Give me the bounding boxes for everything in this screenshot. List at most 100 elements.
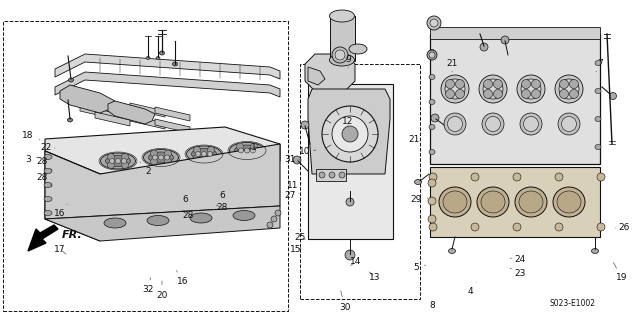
Text: S023-E1002: S023-E1002	[550, 300, 596, 308]
Text: 5: 5	[413, 263, 426, 272]
Circle shape	[237, 151, 243, 158]
Circle shape	[319, 172, 325, 178]
Text: 12: 12	[342, 117, 354, 127]
Ellipse shape	[44, 168, 52, 174]
Circle shape	[429, 52, 435, 58]
Ellipse shape	[106, 155, 131, 167]
Ellipse shape	[486, 116, 500, 131]
Circle shape	[493, 89, 502, 99]
Circle shape	[322, 106, 378, 162]
Polygon shape	[28, 225, 58, 251]
Text: 8: 8	[429, 301, 435, 310]
Ellipse shape	[44, 154, 52, 160]
Text: 11: 11	[287, 181, 302, 189]
Text: 22: 22	[40, 144, 55, 152]
Text: 29: 29	[410, 196, 428, 204]
Ellipse shape	[445, 79, 465, 99]
Ellipse shape	[481, 191, 505, 213]
Circle shape	[484, 79, 493, 89]
Polygon shape	[95, 98, 130, 112]
Text: 1: 1	[248, 144, 257, 153]
Circle shape	[150, 150, 157, 157]
Circle shape	[150, 158, 157, 165]
Circle shape	[522, 89, 531, 99]
Circle shape	[570, 89, 579, 99]
Ellipse shape	[164, 155, 170, 160]
Ellipse shape	[429, 49, 435, 55]
Polygon shape	[60, 85, 115, 113]
Circle shape	[164, 158, 172, 165]
Ellipse shape	[330, 10, 355, 22]
Circle shape	[555, 173, 563, 181]
Circle shape	[471, 223, 479, 231]
Circle shape	[345, 250, 355, 260]
Ellipse shape	[595, 145, 601, 150]
Ellipse shape	[479, 75, 507, 103]
Polygon shape	[95, 112, 130, 126]
Text: 16: 16	[54, 204, 67, 219]
Polygon shape	[45, 206, 280, 241]
Circle shape	[456, 89, 465, 99]
Circle shape	[480, 43, 488, 51]
Circle shape	[207, 154, 214, 161]
Ellipse shape	[521, 79, 541, 99]
Ellipse shape	[443, 191, 467, 213]
Circle shape	[559, 79, 568, 89]
Text: 13: 13	[369, 272, 381, 281]
Ellipse shape	[143, 150, 179, 166]
Ellipse shape	[429, 124, 435, 130]
Polygon shape	[130, 115, 165, 129]
Polygon shape	[45, 127, 280, 174]
Circle shape	[484, 89, 493, 99]
Circle shape	[250, 143, 257, 150]
Circle shape	[164, 150, 172, 157]
Circle shape	[122, 153, 129, 160]
Ellipse shape	[447, 116, 463, 131]
Ellipse shape	[239, 148, 243, 153]
Ellipse shape	[44, 182, 52, 188]
Ellipse shape	[439, 187, 471, 217]
Text: 26: 26	[615, 224, 630, 233]
Text: 21: 21	[446, 60, 458, 72]
Ellipse shape	[477, 187, 509, 217]
Ellipse shape	[524, 116, 538, 131]
Circle shape	[513, 173, 521, 181]
Ellipse shape	[561, 116, 577, 131]
Polygon shape	[130, 103, 165, 117]
Ellipse shape	[595, 61, 601, 65]
Bar	[316, 169, 346, 181]
Ellipse shape	[558, 113, 580, 135]
Circle shape	[293, 156, 301, 164]
Text: 24: 24	[510, 256, 525, 264]
Circle shape	[531, 79, 540, 89]
Text: 18: 18	[22, 130, 40, 140]
Ellipse shape	[429, 75, 435, 79]
Polygon shape	[155, 119, 190, 133]
Ellipse shape	[159, 51, 164, 55]
Ellipse shape	[444, 113, 466, 135]
Text: 25: 25	[294, 234, 306, 242]
Circle shape	[597, 173, 605, 181]
Polygon shape	[108, 101, 155, 124]
Polygon shape	[430, 167, 600, 237]
Circle shape	[339, 172, 345, 178]
Ellipse shape	[429, 150, 435, 154]
Circle shape	[513, 223, 521, 231]
Polygon shape	[430, 34, 600, 164]
Text: 28: 28	[36, 158, 52, 170]
Circle shape	[108, 161, 115, 168]
Ellipse shape	[186, 146, 221, 162]
Ellipse shape	[190, 213, 212, 223]
Text: FR.: FR.	[62, 230, 83, 240]
Bar	[308, 84, 393, 239]
Polygon shape	[45, 151, 100, 241]
Circle shape	[275, 210, 281, 216]
Text: 14: 14	[350, 257, 362, 266]
Circle shape	[559, 89, 568, 99]
Ellipse shape	[609, 93, 616, 100]
Ellipse shape	[520, 113, 542, 135]
Circle shape	[267, 222, 273, 228]
Circle shape	[346, 198, 354, 206]
Circle shape	[108, 153, 115, 160]
Text: 30: 30	[339, 291, 351, 311]
